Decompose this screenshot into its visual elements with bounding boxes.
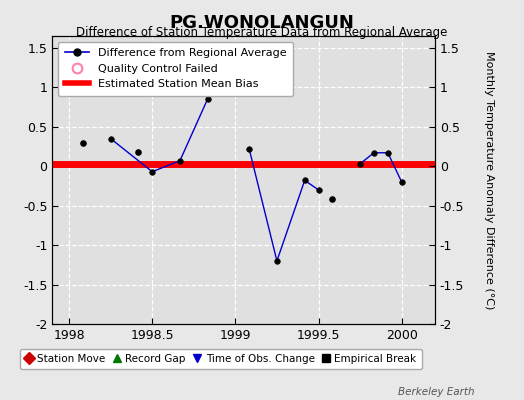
Point [134, 149, 143, 155]
Legend: Station Move, Record Gap, Time of Obs. Change, Empirical Break: Station Move, Record Gap, Time of Obs. C… [20, 349, 422, 369]
Point [328, 196, 336, 202]
Y-axis label: Monthly Temperature Anomaly Difference (°C): Monthly Temperature Anomaly Difference (… [484, 51, 494, 309]
Text: Berkeley Earth: Berkeley Earth [398, 387, 474, 397]
Text: Difference of Station Temperature Data from Regional Average: Difference of Station Temperature Data f… [77, 26, 447, 39]
Text: PG.WONOLANGUN: PG.WONOLANGUN [170, 14, 354, 32]
Point [79, 139, 87, 146]
